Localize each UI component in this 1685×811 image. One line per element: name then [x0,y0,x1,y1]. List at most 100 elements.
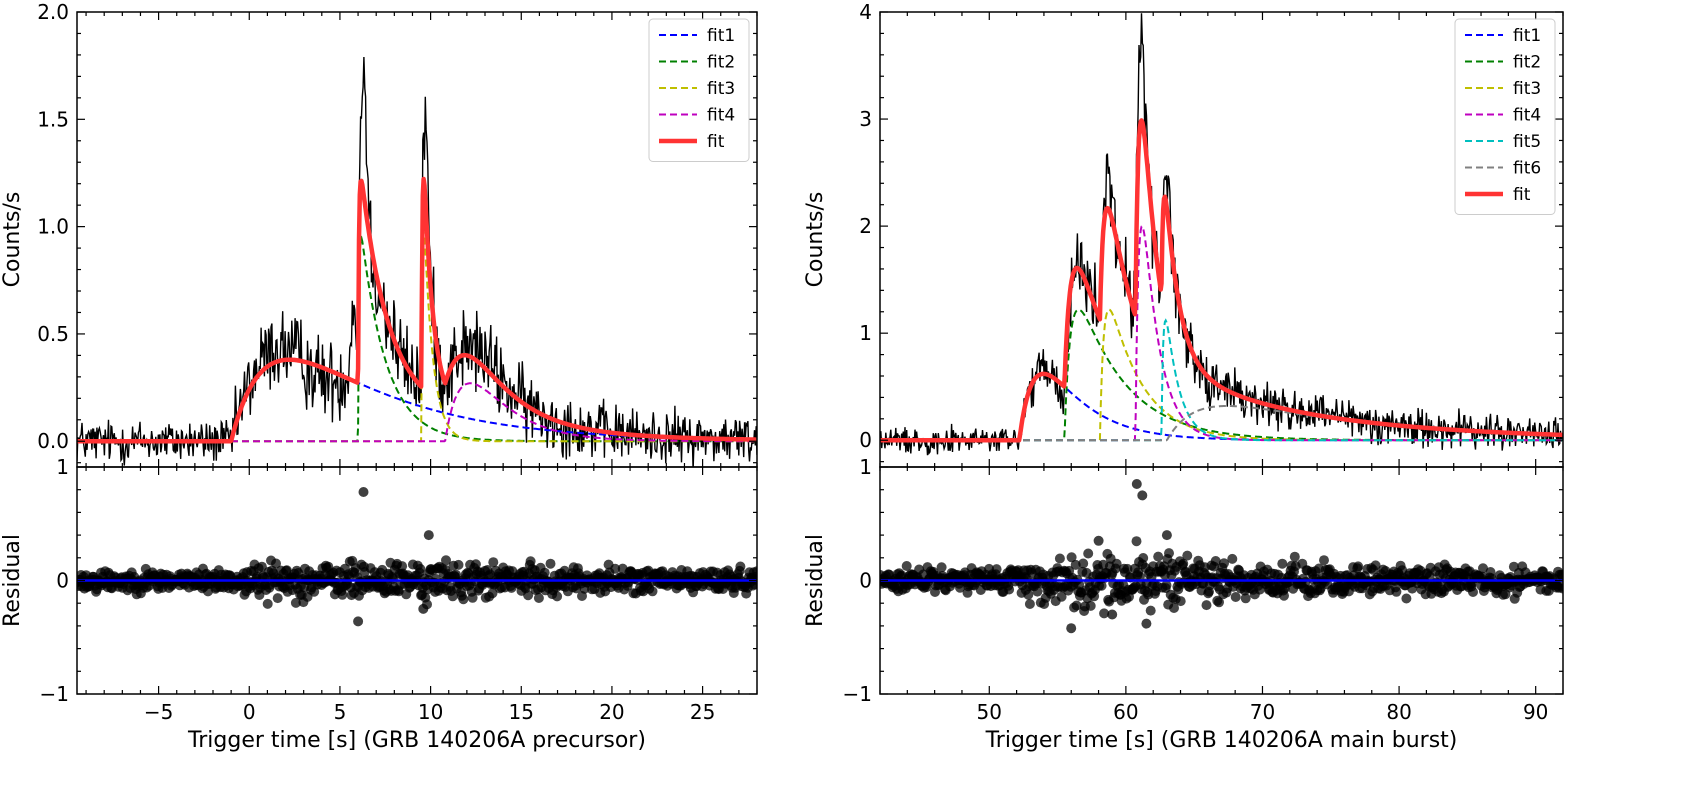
fit-component-fit3 [77,230,757,443]
residual-point [1066,623,1077,634]
legend-entry-fit3: fit3 [1465,79,1541,99]
residual-point [1099,608,1110,619]
residual-point [488,557,499,568]
residual-point [353,616,364,627]
residual-point [1277,558,1288,569]
legend-label: fit [1513,185,1531,205]
x-axis-title: Trigger time [s] (GRB 140206A main burst… [985,728,1458,753]
residual-point [1131,479,1142,489]
residual-points [880,479,1563,634]
residual-point [1214,597,1224,608]
residual-point [533,593,544,603]
fit-component-fit4 [880,225,1563,442]
legend-label: fit [707,132,725,152]
x-tick-label: 80 [1386,700,1411,724]
legend-entry-fit4: fit4 [659,106,735,126]
legend-entry-fit4: fit4 [1465,106,1541,126]
residual-point [1175,596,1186,607]
x-tick-label: 15 [509,700,534,724]
residual-point [1054,553,1065,564]
residual-points [77,487,757,627]
residual-point [458,594,469,605]
x-tick-label: 70 [1250,700,1275,724]
legend-entry-fit2: fit2 [659,53,735,73]
residual-y-tick-label: 1 [859,455,872,479]
residual-point [647,586,658,597]
x-tick-label: 50 [977,700,1002,724]
y-tick-label: 1 [859,321,872,345]
residual-point [1370,560,1381,571]
fit-component-fit5 [880,318,1563,442]
residual-point [1153,551,1164,562]
residual-point [1178,558,1189,569]
residual-y-tick-label: −1 [40,682,69,706]
legend-label: fit3 [707,79,735,99]
residual-point [358,487,369,497]
legend-label: fit1 [707,26,735,46]
residual-point [1161,530,1172,541]
y-axis-title: Counts/s [0,192,25,288]
residual-point [447,591,458,602]
residual-point [290,597,301,608]
y-tick-label: 2.0 [37,0,69,24]
legend-box [1454,18,1556,215]
x-tick-label: −5 [144,700,173,724]
x-tick-label: 60 [1113,700,1138,724]
legend-entry-fit: fit [1465,185,1531,205]
residual-point [1557,570,1563,581]
residual-point [1096,580,1107,591]
legend-entry-fit6: fit6 [1465,159,1541,179]
residual-point [1074,579,1085,590]
residual-point [453,559,464,570]
legend-entry-fit: fit [659,132,725,152]
residual-point [1478,563,1488,574]
residual-point [1056,591,1067,602]
residual-point [1145,605,1156,616]
legend-entry-fit5: fit5 [1465,132,1541,152]
legend-label: fit4 [707,106,735,126]
residual-point [1111,558,1122,569]
residual-point [1138,553,1149,563]
legend-label: fit3 [1513,79,1541,99]
residual-point [1004,584,1015,595]
y-tick-label: 0 [859,428,872,452]
counts-plot-area [77,56,757,467]
total-fit-line [77,176,757,444]
legend-entry-fit1: fit1 [659,26,735,46]
residual-point [1141,618,1152,629]
residual-y-tick-label: 0 [56,569,69,593]
residual-point [1070,559,1081,570]
residual-point [1391,586,1402,597]
residual-point [1137,490,1148,501]
residual-plot-area [880,479,1563,634]
residual-point [262,598,273,609]
residual-point [1558,583,1563,594]
x-tick-label: 0 [243,700,256,724]
residual-point [1169,603,1179,613]
residual-y-tick-label: −1 [843,682,872,706]
legend: fit1 fit2 fit3 fit4 fit [648,18,750,162]
total-fit-line [880,118,1563,443]
residual-point [1032,586,1043,597]
residual-point [418,603,429,614]
y-tick-label: 2 [859,214,872,238]
y-tick-label: 0.0 [37,429,69,453]
residual-point [1401,593,1412,604]
residual-point [1024,599,1035,609]
residual-point [1161,580,1172,591]
residual-point [1210,556,1221,566]
residual-point [1319,555,1329,566]
legend-entry-fit1: fit1 [1465,26,1541,46]
y-axis-title: Counts/s [803,192,828,288]
residual-point [539,567,550,578]
residual-point [523,590,534,601]
y-tick-label: 4 [859,0,872,24]
residual-point [1240,593,1251,604]
residual-point [752,566,757,577]
residual-point [1201,600,1212,611]
residual-point [936,562,947,573]
x-tick-label: 20 [599,700,624,724]
legend-label: fit2 [707,53,735,73]
residual-point [1131,536,1142,547]
residual-point [1134,571,1145,582]
